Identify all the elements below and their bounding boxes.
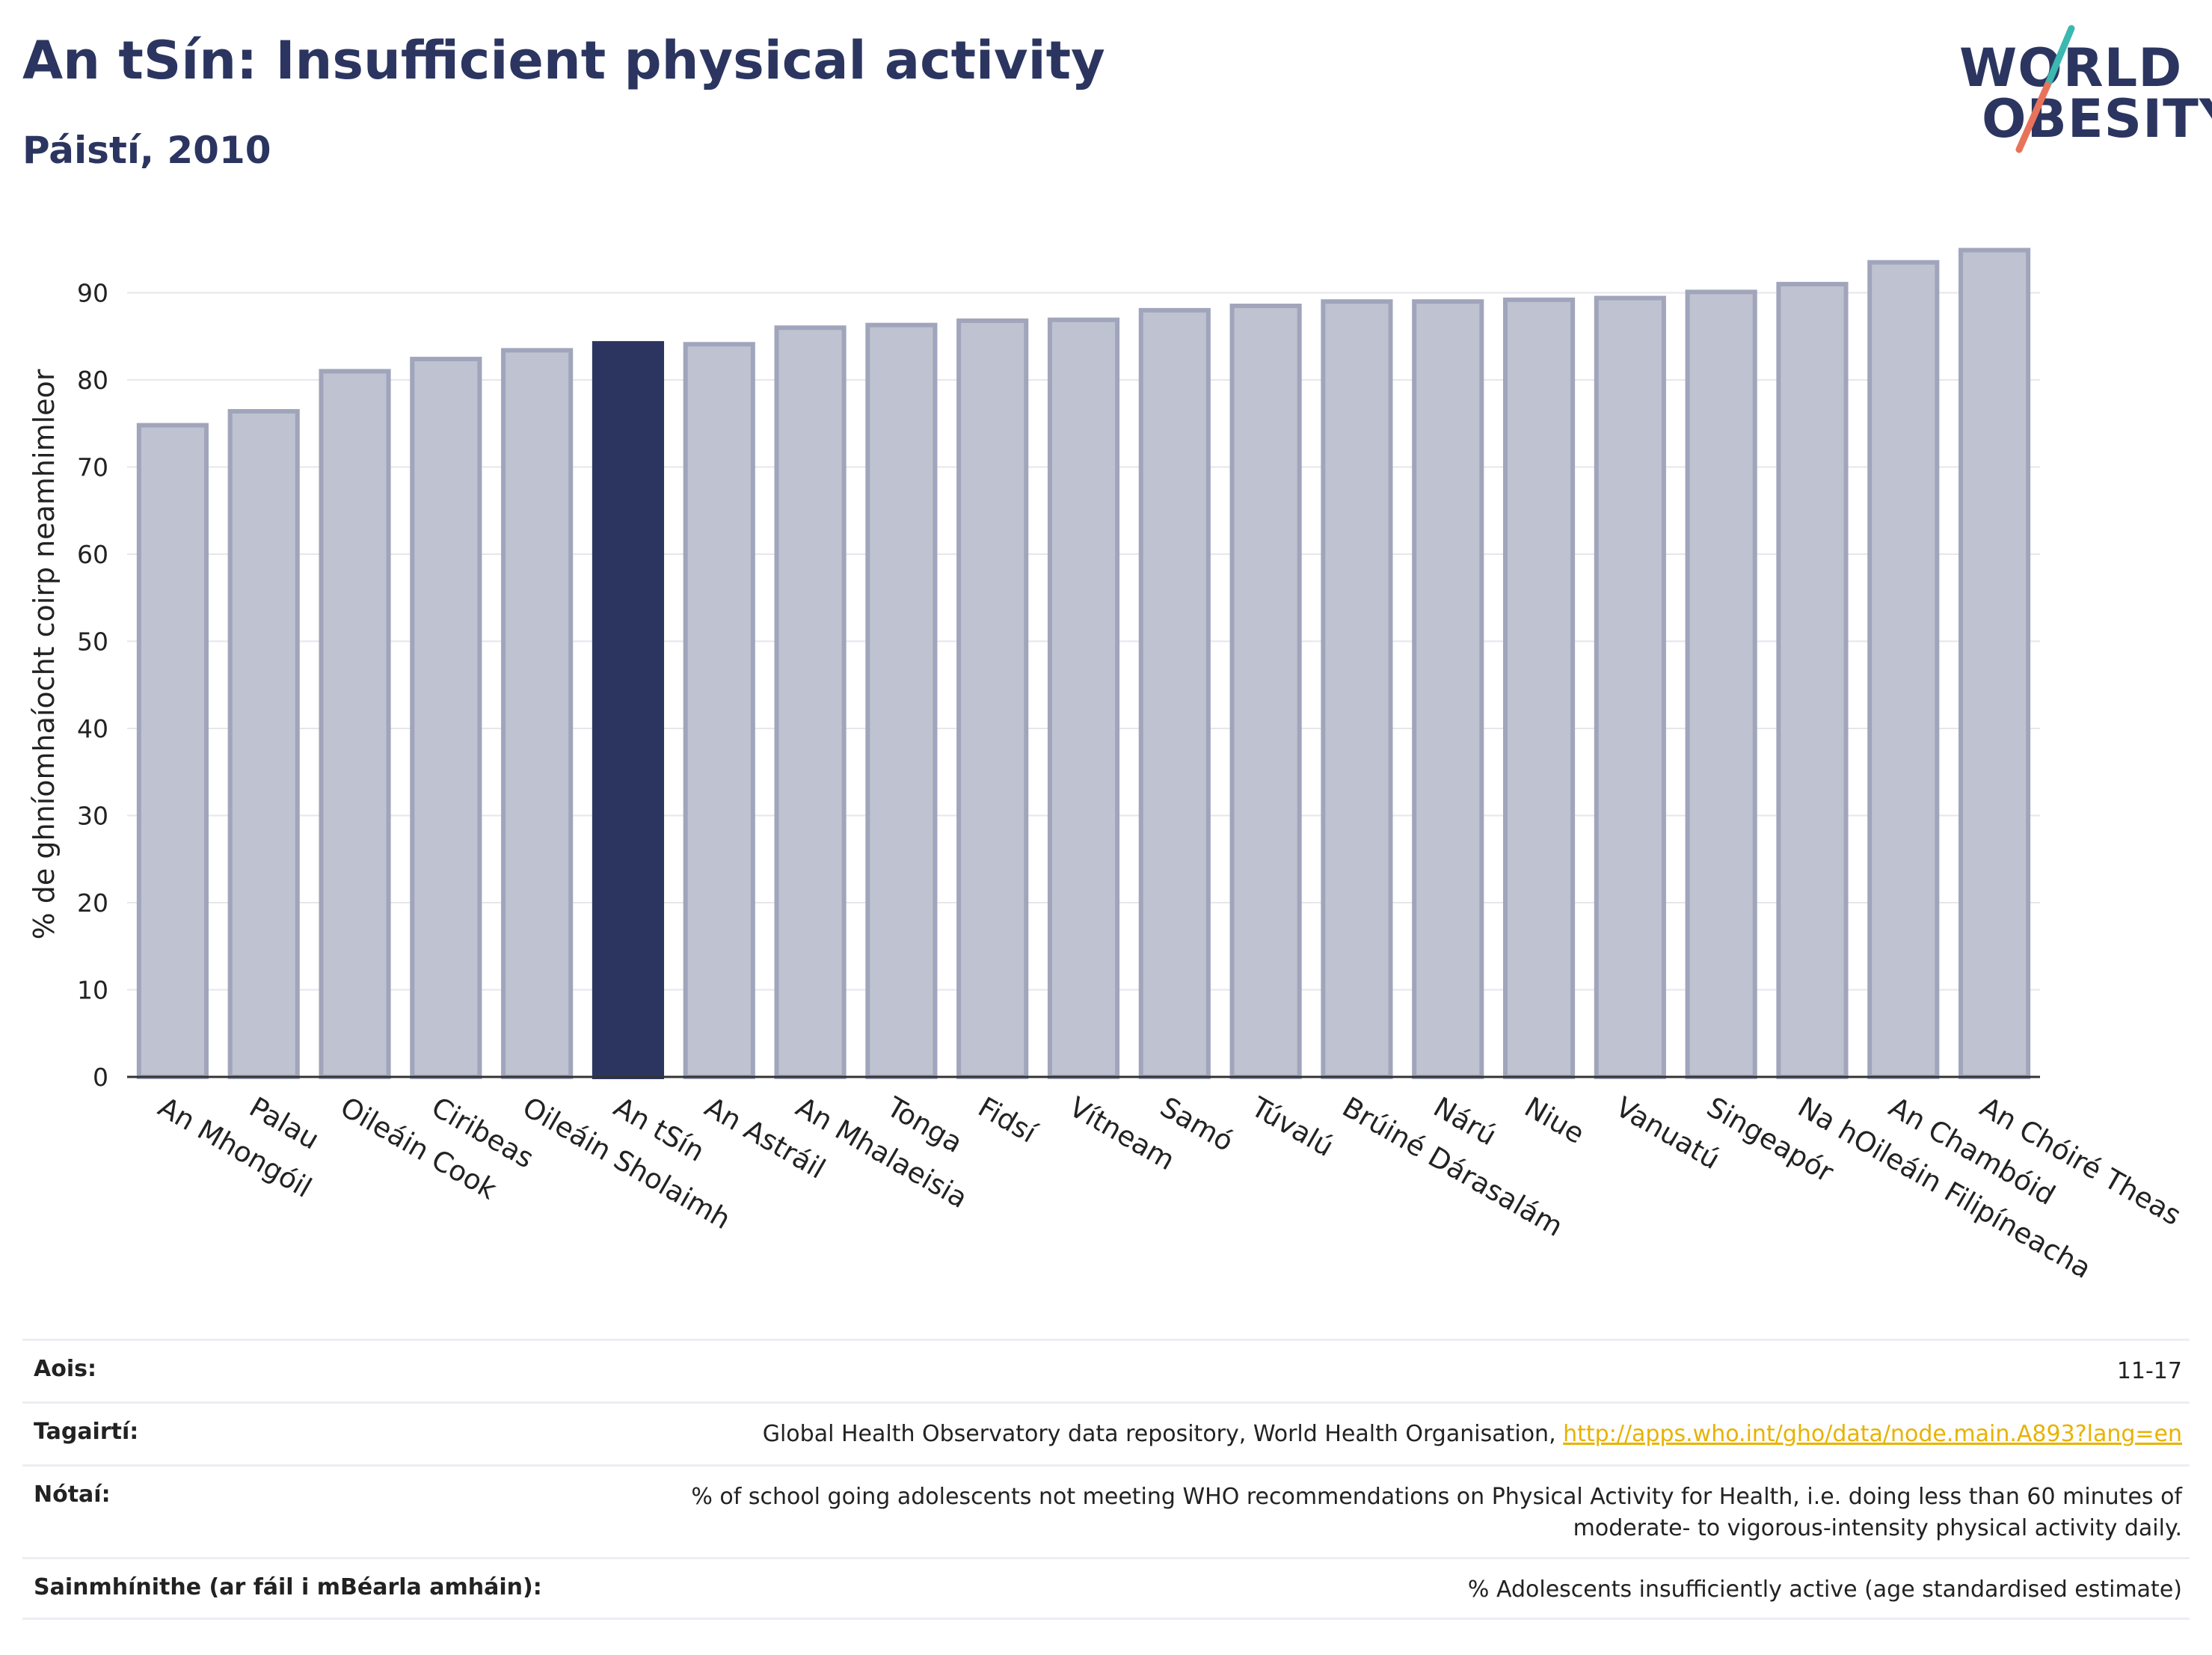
age-value: 11-17 — [2116, 1358, 2182, 1384]
page-subtitle: Páistí, 2010 — [22, 129, 271, 172]
y-tick-label: 60 — [77, 540, 108, 569]
notes-label: Nótaí: — [34, 1481, 111, 1508]
y-tick-label: 10 — [77, 976, 108, 1005]
notes-line-2: moderate- to vigorous-intensity physical… — [1573, 1515, 2182, 1541]
info-row-age: Aois: 11-17 — [22, 1339, 2190, 1401]
bar — [319, 369, 391, 1080]
definitions-label: Sainmhínithe (ar fáil i mBéarla amháin): — [34, 1574, 542, 1600]
x-tick-label: An Mhongóil — [153, 1091, 317, 1205]
bar — [410, 357, 482, 1080]
bar — [1594, 295, 1666, 1079]
bar — [1321, 299, 1393, 1079]
bar — [1412, 299, 1484, 1079]
references-link[interactable]: http://apps.who.int/gho/data/node.main.A… — [1563, 1421, 2182, 1447]
bar — [956, 318, 1029, 1079]
bar — [1958, 248, 2031, 1080]
bar-highlighted — [592, 341, 665, 1079]
x-tick-label: Fidsí — [973, 1091, 1043, 1150]
info-row-definitions: Sainmhínithe (ar fáil i mBéarla amháin):… — [22, 1557, 2190, 1620]
y-tick-label: 90 — [77, 279, 108, 308]
y-tick-label: 30 — [77, 802, 108, 831]
y-tick-label: 50 — [77, 627, 108, 657]
y-axis-ticks: 0 10 20 30 40 50 60 70 80 90 — [77, 279, 108, 1092]
x-tick-label: Túvalú — [1245, 1090, 1339, 1163]
bar — [1502, 297, 1576, 1080]
info-table: Aois: 11-17 Tagairtí: Global Health Obse… — [22, 1339, 2190, 1620]
bar — [865, 322, 938, 1080]
bar — [1229, 304, 1302, 1079]
references-value: Global Health Observatory data repositor… — [763, 1419, 2182, 1450]
y-tick-label: 40 — [77, 714, 108, 743]
bar — [1138, 307, 1211, 1080]
references-label: Tagairtí: — [34, 1419, 139, 1445]
bar — [774, 325, 847, 1079]
bar — [501, 348, 574, 1079]
y-tick-label: 70 — [77, 453, 108, 482]
y-tick-label: 20 — [77, 888, 108, 918]
y-tick-label: 0 — [93, 1063, 108, 1092]
info-row-notes: Nótaí: % of school going adolescents not… — [22, 1464, 2190, 1557]
world-obesity-logo: WORLD OBESITY — [1959, 22, 2212, 157]
definitions-value: % Adolescents insufficiently active (age… — [1467, 1576, 2182, 1603]
references-text: Global Health Observatory data repositor… — [762, 1421, 1564, 1447]
bar — [136, 423, 209, 1080]
bar — [227, 408, 300, 1079]
bar — [1047, 317, 1120, 1079]
bar — [683, 342, 755, 1080]
logo-text-line1: WORLD — [1959, 37, 2183, 99]
y-axis-title: % de ghníomhaíocht coirp neamhimleor — [28, 369, 61, 939]
age-label: Aois: — [34, 1356, 96, 1382]
notes-value: % of school going adolescents not meetin… — [691, 1481, 2182, 1544]
logo-slash-icon — [2015, 25, 2075, 153]
x-tick-label: Oileáin Cook — [335, 1091, 503, 1206]
bar — [1776, 281, 1849, 1080]
x-tick-label: Vanuatú — [1610, 1091, 1725, 1176]
bar — [1685, 289, 1757, 1079]
notes-line-1: % of school going adolescents not meetin… — [691, 1484, 2182, 1510]
page-title: An tSín: Insufficient physical activity — [22, 30, 1105, 91]
x-tick-label: Niue — [1520, 1091, 1590, 1150]
y-tick-label: 80 — [77, 366, 108, 395]
info-row-references: Tagairtí: Global Health Observatory data… — [22, 1401, 2190, 1464]
bars — [136, 248, 2031, 1080]
bar — [1867, 260, 1940, 1079]
